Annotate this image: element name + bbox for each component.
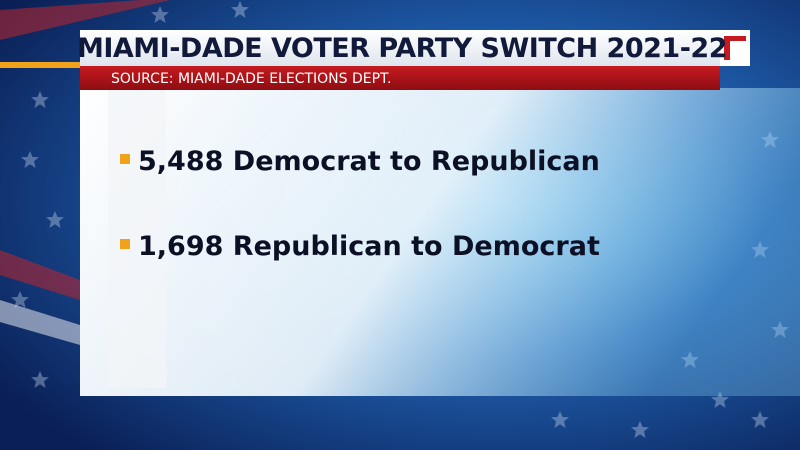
source: SOURCE: MIAMI-DADE ELECTIONS DEPT.: [111, 71, 391, 87]
item-text: 1,698 Republican to Democrat: [138, 231, 600, 262]
item-text: 5,488 Democrat to Republican: [138, 146, 600, 177]
flag-stripes: [0, 0, 170, 345]
bullet: [120, 154, 130, 164]
accent-bar: [0, 62, 80, 68]
title: MIAMI-DADE VOTER PARTY SWITCH 2021-22: [77, 33, 727, 64]
panel-accent: [108, 88, 166, 388]
logo: [720, 30, 750, 66]
content-panel: [80, 88, 800, 396]
bullet: [120, 239, 130, 249]
title-bar: [80, 30, 720, 66]
source-bar: [80, 66, 720, 90]
